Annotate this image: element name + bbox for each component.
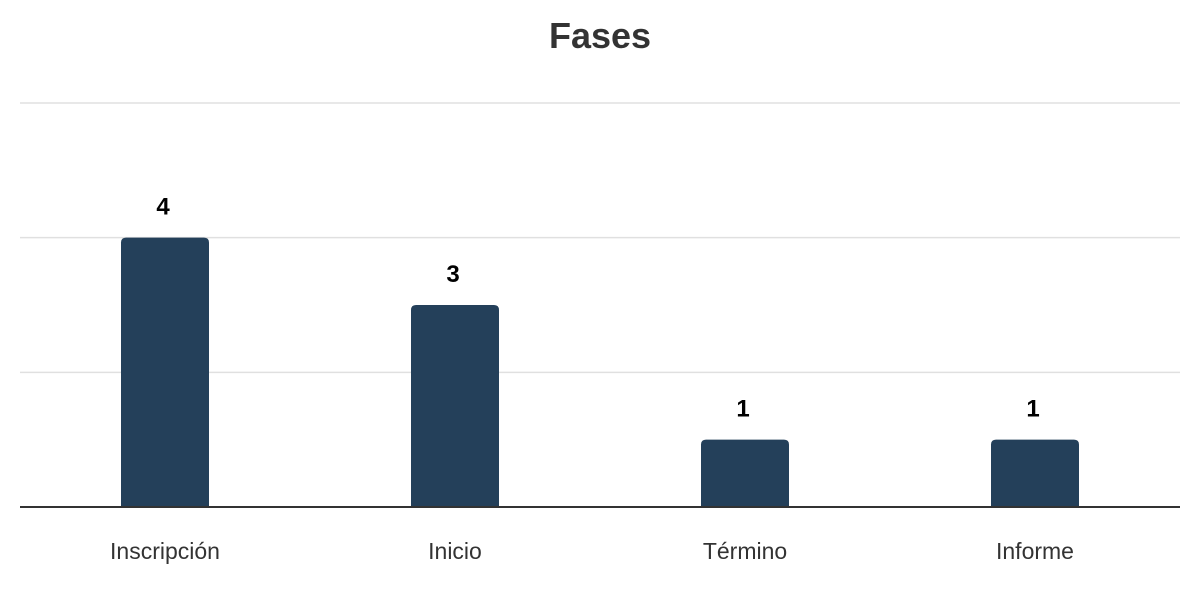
x-tick-label: Informe	[996, 538, 1074, 564]
x-tick-label: Término	[703, 538, 787, 564]
data-label: 4	[156, 194, 170, 221]
bar	[701, 439, 789, 507]
data-label: 1	[736, 396, 749, 423]
x-tick-label: Inicio	[428, 538, 482, 564]
bar	[991, 439, 1079, 507]
x-tick-label: Inscripción	[110, 538, 220, 564]
data-label: 1	[1026, 396, 1039, 423]
chart-title: Fases	[548, 15, 652, 56]
data-label: 3	[446, 261, 459, 288]
bar	[121, 237, 209, 507]
bar	[411, 305, 499, 507]
